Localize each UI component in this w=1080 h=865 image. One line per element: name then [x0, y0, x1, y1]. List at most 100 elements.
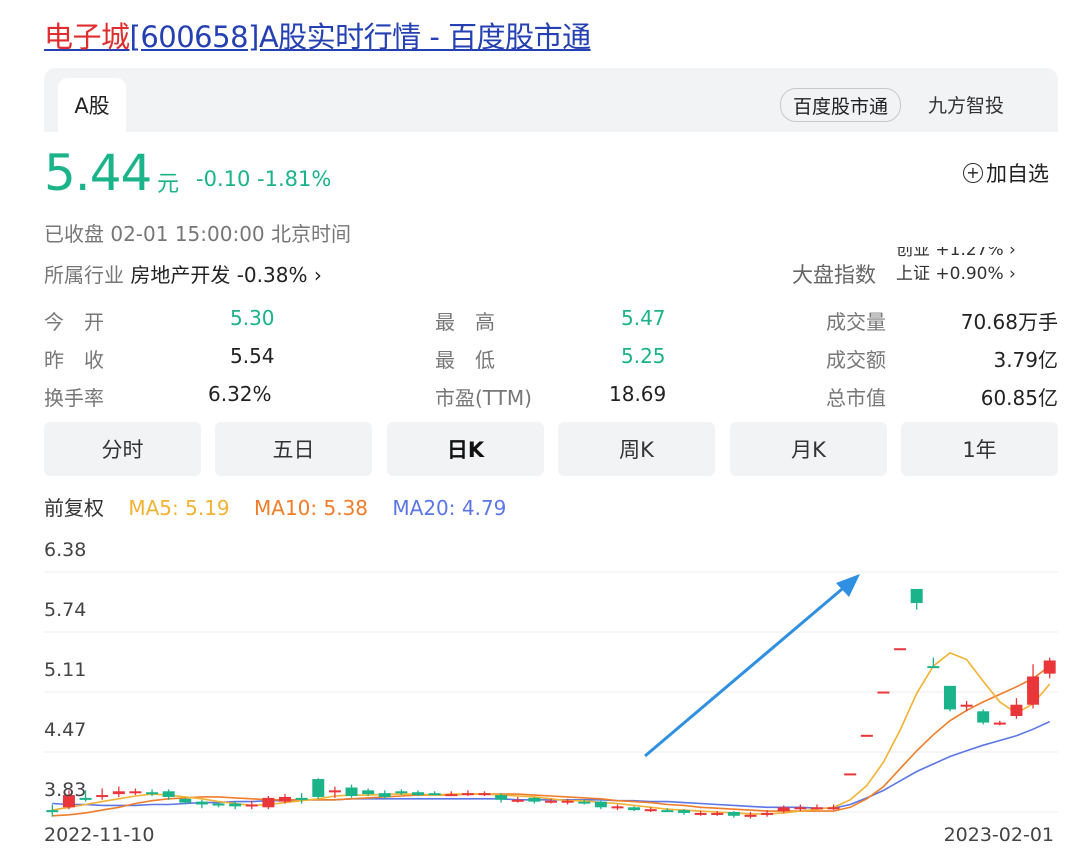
price-unit: 元 — [157, 172, 180, 197]
candle-body — [112, 791, 125, 795]
candle-body — [478, 793, 491, 796]
tab-monthly-k[interactable]: 月K — [730, 422, 887, 476]
industry-row[interactable]: 所属行业 房地产开发 -0.38% › — [44, 259, 322, 288]
stat-value-turnover: 3.79亿 — [993, 348, 1058, 372]
candle-body — [594, 801, 607, 808]
plus-circle-icon: + — [963, 163, 983, 183]
industry-name: 房地产开发 — [130, 263, 231, 287]
candle-body — [461, 793, 474, 796]
candle-body — [810, 807, 823, 810]
tab-weekly-k[interactable]: 周K — [558, 422, 715, 476]
candle-body — [677, 810, 690, 813]
stat-value-low: 5.25 — [621, 344, 666, 368]
candle-body — [561, 800, 574, 803]
candle-body — [910, 588, 923, 604]
candle-body — [611, 806, 624, 809]
candle-body — [129, 791, 142, 794]
stat-label-high: 最 高 — [435, 310, 495, 334]
stat-label-prev-close: 昨 收 — [44, 348, 104, 372]
candle-body — [844, 773, 857, 776]
stat-value-prev-close: 5.54 — [230, 344, 275, 368]
adjust-mode[interactable]: 前复权 — [44, 496, 104, 520]
candle-body — [212, 803, 225, 806]
tab-intraday[interactable]: 分时 — [44, 422, 201, 476]
stat-label-open: 今 开 — [44, 310, 104, 334]
candle-body — [362, 790, 375, 795]
candle-body — [445, 794, 458, 797]
candle-body — [62, 795, 75, 808]
candle-body — [378, 793, 391, 797]
candle-body — [744, 814, 757, 817]
candle-body — [827, 807, 840, 810]
annotation-arrow-head — [836, 574, 860, 597]
candle-body — [578, 801, 591, 804]
candle-body — [395, 791, 408, 794]
candle-body — [860, 734, 873, 737]
stat-label-low: 最 低 — [435, 348, 495, 372]
ma20-label: MA20: 4.79 — [392, 496, 507, 520]
indicator-legend: 前复权 MA5: 5.19 MA10: 5.38 MA20: 4.79 — [44, 492, 524, 521]
candle-body — [777, 807, 790, 812]
annotation-arrow-line — [644, 582, 849, 758]
title-stock-name[interactable]: 电子城 — [44, 20, 130, 54]
y-tick-label: 4.47 — [44, 719, 87, 741]
x-start-label: 2022-11-10 — [44, 824, 155, 846]
candle-body — [1043, 660, 1056, 674]
stat-value-high: 5.47 — [621, 306, 666, 330]
add-watch-label: 加自选 — [986, 162, 1049, 186]
ma10-label: MA10: 5.38 — [254, 496, 369, 520]
candle-body — [328, 790, 341, 793]
candle-body — [977, 711, 990, 723]
candle-body — [79, 797, 92, 800]
change-value: -0.10 — [196, 167, 251, 191]
candle-body — [960, 704, 973, 707]
stat-value-turnover-rate: 6.32% — [208, 382, 272, 406]
candle-body — [694, 812, 707, 815]
candle-body — [162, 791, 175, 797]
price-change: -0.10 -1.81% — [196, 167, 331, 191]
candle-body — [894, 648, 907, 651]
candle-body — [794, 807, 807, 810]
index-ticker-line-1[interactable]: 创业 +1.27% › — [896, 247, 1016, 260]
tab-one-year[interactable]: 1年 — [901, 422, 1058, 476]
x-end-label: 2023-02-01 — [943, 824, 1054, 846]
candle-body — [511, 799, 524, 802]
stat-value-pe: 18.69 — [609, 382, 667, 406]
candle-body — [146, 792, 159, 795]
candle-body — [761, 812, 774, 815]
candle-body — [943, 685, 956, 710]
page-title[interactable]: 电子城[600658]A股实时行情 - 百度股市通 — [44, 14, 591, 56]
tab-daily-k[interactable]: 日K — [387, 422, 544, 476]
y-tick-label: 5.11 — [44, 659, 87, 681]
candle-body — [644, 809, 657, 812]
candle-body — [279, 796, 292, 802]
add-watch-button[interactable]: + 加自选 — [963, 158, 1049, 188]
index-ticker[interactable]: 创业 +1.27% › 上证 +0.90% › — [896, 247, 1056, 295]
candle-body — [312, 779, 325, 797]
stat-label-volume: 成交量 — [826, 310, 886, 334]
candle-body — [96, 795, 109, 798]
stat-value-open: 5.30 — [230, 306, 275, 330]
title-rest[interactable]: [600658]A股实时行情 - 百度股市通 — [129, 20, 592, 54]
candle-body — [245, 804, 258, 807]
index-ticker-line-2[interactable]: 上证 +0.90% › — [896, 264, 1016, 284]
source-link-jiufang[interactable]: 九方智投 — [928, 94, 1005, 117]
candle-body — [1010, 704, 1023, 716]
candle-body — [877, 691, 890, 694]
candle-body — [179, 798, 192, 803]
candle-body — [1027, 676, 1040, 705]
source-pill-baidu[interactable]: 百度股市通 — [780, 88, 902, 122]
stat-label-turnover-rate: 换手率 — [44, 386, 104, 410]
candle-body — [545, 800, 557, 803]
industry-label: 所属行业 — [44, 263, 124, 287]
tab-five-day[interactable]: 五日 — [215, 422, 372, 476]
stat-label-turnover: 成交额 — [826, 348, 886, 372]
candle-body — [46, 810, 59, 813]
candle-body — [495, 795, 508, 800]
candle-body — [195, 801, 208, 805]
tab-a-share[interactable]: A股 — [58, 78, 126, 132]
candle-body — [345, 787, 358, 796]
period-tabs: 分时 五日 日K 周K 月K 1年 — [44, 422, 1058, 476]
candle-body — [927, 666, 940, 669]
